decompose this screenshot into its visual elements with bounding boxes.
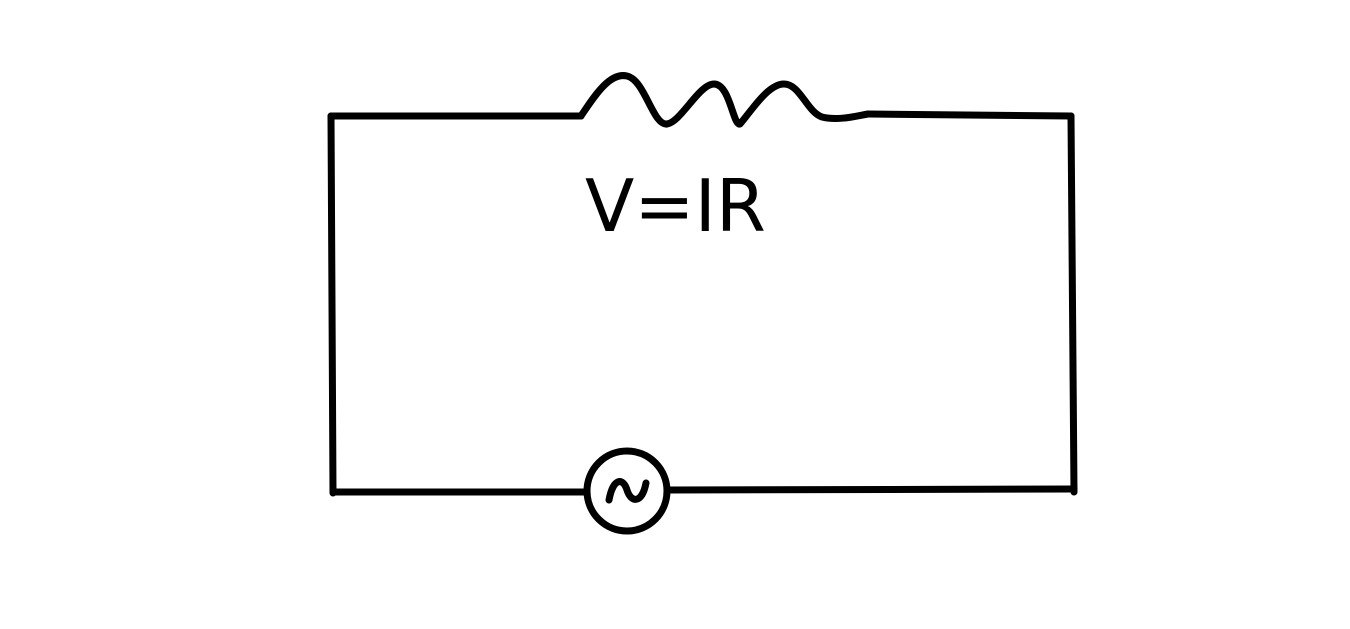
wire-left xyxy=(327,112,337,497)
wire-bottom-right xyxy=(664,485,1078,494)
ohms-law-formula: V=IR xyxy=(585,164,766,248)
wire-right xyxy=(1067,112,1078,496)
sine-wave-icon xyxy=(605,478,650,504)
ac-source-sine-icon xyxy=(583,447,671,535)
resistor-zigzag-icon xyxy=(577,72,872,128)
wire-top-right xyxy=(864,110,1075,120)
